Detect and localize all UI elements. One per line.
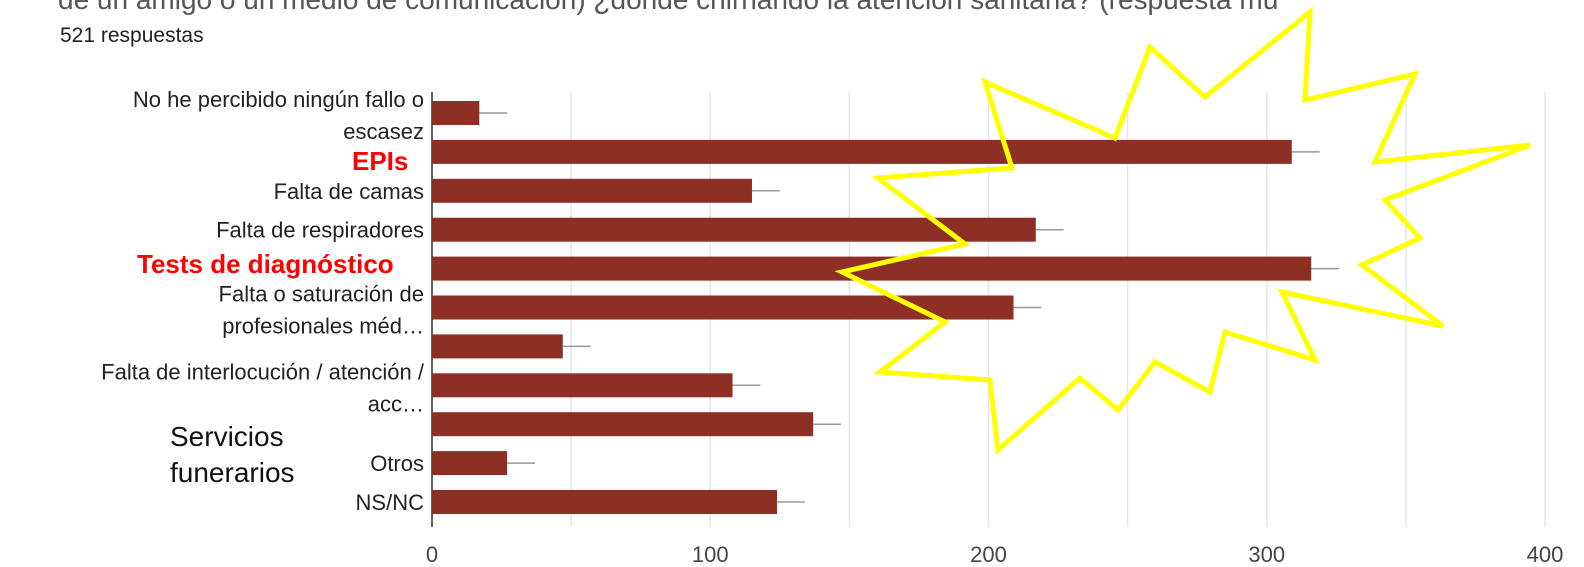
category-label: NS/NC <box>356 490 425 515</box>
bar <box>432 295 1014 320</box>
bar <box>432 451 508 476</box>
x-tick-label: 100 <box>692 542 729 567</box>
bar <box>432 373 733 398</box>
category-label: No he percibido ningún fallo o <box>133 87 424 112</box>
bar <box>432 256 1312 281</box>
annotation-servicios: Servicios <box>170 421 284 452</box>
x-tick-label: 200 <box>970 542 1007 567</box>
annotation-tests: Tests de diagnóstico <box>137 249 394 279</box>
question-title: de un amigo o un medio de comunicación) … <box>58 0 1278 16</box>
bar <box>432 490 778 514</box>
annotation-epis: EPIs <box>352 146 408 176</box>
response-count: 521 respuestas <box>60 24 204 47</box>
category-label: Otros <box>370 451 424 476</box>
bar <box>432 334 563 359</box>
bar <box>432 412 814 437</box>
annotation-servicios: funerarios <box>170 457 295 488</box>
starburst-shape <box>834 6 1531 456</box>
category-label: profesionales méd… <box>222 314 424 339</box>
x-tick-label: 300 <box>1248 542 1285 567</box>
x-tick-label: 400 <box>1527 542 1564 567</box>
category-label: Falta de respiradores <box>216 218 424 243</box>
category-label: Falta o saturación de <box>219 282 424 307</box>
category-label: Falta de camas <box>274 179 424 204</box>
bar <box>432 101 480 125</box>
bar <box>432 139 1292 164</box>
x-tick-label: 0 <box>426 542 438 567</box>
category-label: Falta de interlocución / atención / <box>101 359 425 384</box>
category-label: escasez <box>343 119 424 144</box>
category-label: acc… <box>368 391 424 416</box>
bar <box>432 178 752 203</box>
